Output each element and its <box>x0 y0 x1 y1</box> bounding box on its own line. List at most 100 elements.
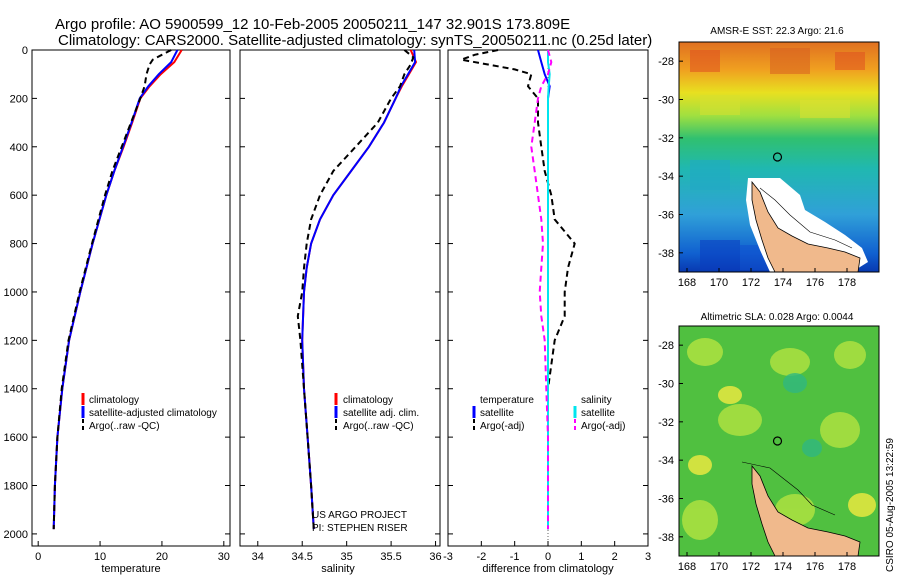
lon-tick-label: 168 <box>678 561 696 573</box>
lat-tick-label: -36 <box>658 494 674 506</box>
sst-land <box>751 180 861 272</box>
lat-tick-label: -36 <box>658 210 674 222</box>
legend-label-sal-satellite: satellite <box>581 408 615 419</box>
salinity-legend: climatology satellite adj. clim. Argo(..… <box>334 393 419 432</box>
x-tick-label: 3 <box>645 551 651 563</box>
legend-label-climatology: climatology <box>89 395 139 406</box>
lat-tick-label: -28 <box>658 56 674 68</box>
lon-tick-label: 174 <box>774 277 792 289</box>
series-line-3 <box>530 49 553 530</box>
lon-tick-label: 170 <box>710 277 728 289</box>
y-tick-label: 200 <box>10 93 28 105</box>
x-tick-label: 20 <box>156 551 168 563</box>
lon-tick-label: 168 <box>678 277 696 289</box>
lat-tick-label: -38 <box>658 532 674 544</box>
sla-map-field <box>679 326 879 556</box>
difference-x-axis: -3 -2 -1 0 1 2 3 <box>443 541 651 563</box>
lat-tick-label: -34 <box>658 455 674 467</box>
x-tick-label: 2 <box>612 551 618 563</box>
series-line-1 <box>457 49 576 530</box>
lat-tick-label: -32 <box>658 417 674 429</box>
y-tick-label: 600 <box>10 190 28 202</box>
x-tick-label: 0 <box>35 551 41 563</box>
series-line-2 <box>296 49 415 530</box>
sst-lat-axis: -28 -30 -32 -34 -36 -38 <box>658 56 683 260</box>
x-tick-label: 36 <box>429 551 441 563</box>
lon-tick-label: 172 <box>742 277 760 289</box>
timestamp: CSIRO 05-Aug-2005 13:22:59 <box>885 438 896 572</box>
temperature-axis-label: temperature <box>101 563 160 575</box>
project-label: US ARGO PROJECT <box>312 510 407 521</box>
lon-tick-label: 170 <box>710 561 728 573</box>
legend-label-argo: Argo(..raw -QC) <box>343 421 414 432</box>
sst-lon-axis: 168 170 172 174 176 178 <box>678 268 856 289</box>
x-tick-label: 35.5 <box>380 551 401 563</box>
y-tick-label: 0 <box>22 45 28 57</box>
sla-lon-axis: 168 170 172 174 176 178 <box>678 552 856 573</box>
y-tick-label: 400 <box>10 142 28 154</box>
legend-label-satellite: satellite-adjusted climatology <box>89 408 217 419</box>
difference-depth-ticks <box>448 49 648 535</box>
title-line2: Climatology: CARS2000. Satellite-adjuste… <box>58 32 652 49</box>
y-tick-label: 2000 <box>4 529 28 541</box>
pi-label: PI: STEPHEN RISER <box>312 523 408 534</box>
sst-map-panel: AMSR-E SST: 22.3 Argo: 21.6 168 170 172 174… <box>658 26 880 289</box>
x-tick-label: 10 <box>94 551 106 563</box>
temperature-legend: climatology satellite-adjusted climatolo… <box>81 393 217 432</box>
x-tick-label: 0 <box>545 551 551 563</box>
lon-tick-label: 176 <box>806 277 824 289</box>
lat-tick-label: -32 <box>658 133 674 145</box>
legend-label-temp-argo: Argo(-adj) <box>480 421 524 432</box>
y-tick-label: 1400 <box>4 384 28 396</box>
sst-map-frame <box>678 41 880 273</box>
legend-label-temp-satellite: satellite <box>480 408 514 419</box>
lat-tick-label: -30 <box>658 95 674 107</box>
argo-float-marker <box>772 152 783 162</box>
x-tick-label: 34 <box>252 551 264 563</box>
legend-label-satellite: satellite adj. clim. <box>343 408 419 419</box>
temperature-x-axis: 0 10 20 30 <box>35 541 230 563</box>
y-tick-label: 1000 <box>4 287 28 299</box>
x-tick-label: -2 <box>476 551 486 563</box>
lon-tick-label: 178 <box>838 561 856 573</box>
y-tick-label: 1200 <box>4 335 28 347</box>
x-tick-label: 35 <box>341 551 353 563</box>
lat-tick-label: -28 <box>658 340 674 352</box>
salinity-plot-frame <box>239 49 441 547</box>
x-tick-label: -3 <box>443 551 453 563</box>
difference-panel: -3 -2 -1 0 1 2 3 difference from climatology t… <box>443 49 651 575</box>
sla-map-panel: Altimetric SLA: 0.028 Argo: 0.0044 <box>658 312 880 573</box>
lon-tick-label: 172 <box>742 561 760 573</box>
difference-lines <box>457 49 576 530</box>
lon-tick-label: 178 <box>838 277 856 289</box>
title-line1: Argo profile: AO 5900599_12 10-Feb-2005 … <box>55 16 570 33</box>
x-tick-label: 34.5 <box>292 551 313 563</box>
lat-tick-label: -34 <box>658 171 674 183</box>
series-line-2 <box>52 49 172 530</box>
difference-legend: temperature satellite Argo(-adj) salinit… <box>472 395 625 432</box>
lon-tick-label: 174 <box>774 561 792 573</box>
salinity-x-axis: 34 34.5 35 35.5 36 <box>252 541 442 563</box>
x-tick-label: 30 <box>218 551 230 563</box>
y-tick-label: 800 <box>10 239 28 251</box>
legend-heading-temperature: temperature <box>480 395 534 406</box>
legend-label-sal-argo: Argo(-adj) <box>581 421 625 432</box>
x-tick-label: 1 <box>578 551 584 563</box>
temperature-lines <box>52 49 183 530</box>
lon-tick-label: 176 <box>806 561 824 573</box>
series-line-1 <box>301 49 417 530</box>
depth-axis: 0 200 400 600 800 1000 1200 1400 1600 1800 2000 <box>4 45 230 541</box>
y-tick-label: 1600 <box>4 432 28 444</box>
salinity-panel: 34 34.5 35 35.5 36 salinity climatology sate… <box>239 49 442 575</box>
sst-map-title: AMSR-E SST: 22.3 Argo: 21.6 <box>710 26 844 37</box>
lat-tick-label: -38 <box>658 248 674 260</box>
difference-axis-label: difference from climatology <box>482 563 614 575</box>
argo-float-marker <box>772 436 783 446</box>
series-line-0 <box>301 49 418 530</box>
legend-label-argo: Argo(..raw -QC) <box>89 421 160 432</box>
series-line-1 <box>52 49 179 530</box>
legend-label-climatology: climatology <box>343 395 393 406</box>
salinity-depth-ticks <box>240 49 440 535</box>
lat-tick-label: -30 <box>658 379 674 391</box>
